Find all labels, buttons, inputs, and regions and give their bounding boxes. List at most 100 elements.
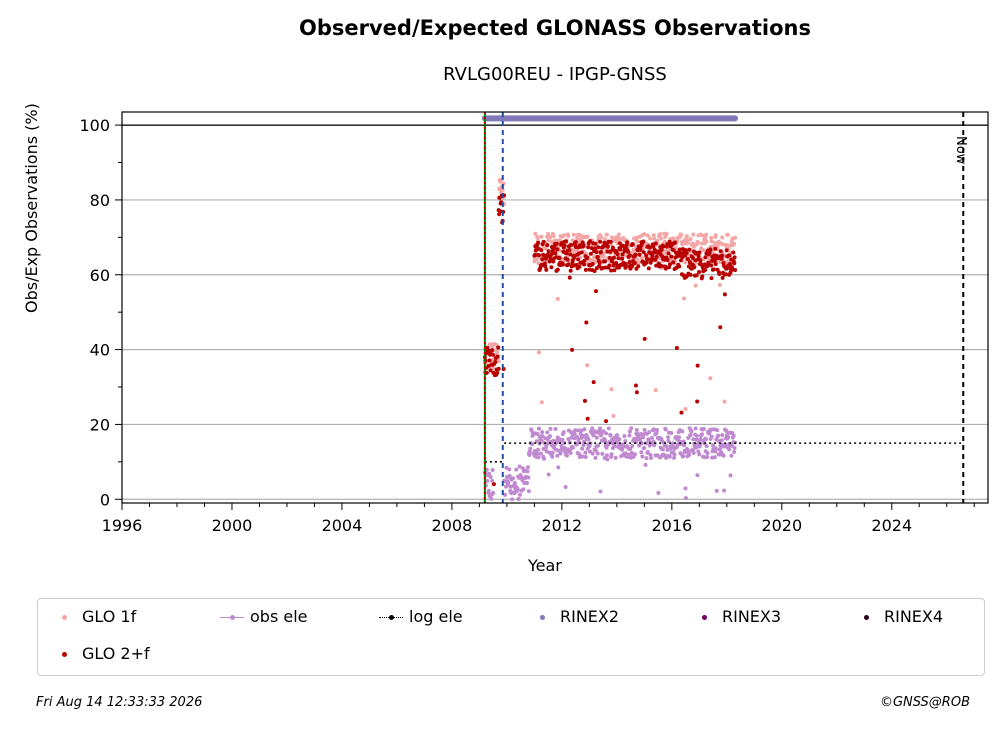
- series-glo-2-f-point: [604, 419, 609, 424]
- series-obs-ele-point: [685, 447, 690, 452]
- series-obs-ele-point: [639, 450, 644, 455]
- series-glo-2-f-point: [610, 245, 615, 250]
- series-obs-ele-point: [680, 429, 685, 434]
- series-glo-2-f-point: [593, 289, 598, 294]
- series-obs-ele-point: [687, 452, 692, 457]
- series-glo-2-f-point: [696, 253, 701, 258]
- series-glo-2-f-point: [579, 250, 584, 255]
- series-glo-2-f-point: [688, 272, 693, 277]
- series-glo-1f-point: [609, 235, 614, 240]
- series-obs-ele-point: [644, 456, 649, 461]
- series-glo-2-f-point: [695, 363, 700, 368]
- series-glo-2-f-point: [487, 358, 492, 363]
- series-obs-ele-point: [690, 447, 695, 452]
- series-glo-2-f-point: [623, 265, 628, 270]
- series-obs-ele-point: [642, 445, 647, 450]
- series-obs-ele-point: [663, 427, 668, 432]
- series-obs-ele-point: [632, 452, 637, 457]
- series-obs-ele-point: [645, 450, 650, 455]
- series-obs-ele-point: [561, 430, 566, 435]
- series-glo-2-f-point: [597, 260, 602, 265]
- series-glo-2-f-point: [641, 239, 646, 244]
- series-glo-2-f-point: [695, 399, 700, 404]
- series-glo-1f-point: [703, 236, 708, 241]
- series-glo-2-f-point: [562, 243, 567, 248]
- series-glo-1f-point: [548, 234, 553, 239]
- series-glo-2-f-point: [536, 253, 541, 258]
- series-glo-2-f-point: [609, 268, 614, 273]
- series-glo-2-f-point: [665, 257, 670, 262]
- series-glo-2-f-point: [687, 247, 692, 252]
- series-obs-ele-point: [649, 435, 654, 440]
- series-glo-2-f-point: [727, 253, 732, 258]
- series-obs-ele-point: [590, 451, 595, 456]
- series-glo-1f-point: [539, 400, 544, 405]
- series-obs-ele-point: [609, 452, 614, 457]
- series-obs-ele-point: [580, 446, 585, 451]
- series-glo-2-f-point: [659, 247, 664, 252]
- series-glo-2-f-point: [585, 416, 590, 421]
- series-glo-1f-point: [642, 232, 647, 237]
- series-obs-ele-point: [596, 443, 601, 448]
- series-obs-ele-point: [731, 433, 736, 438]
- series-glo-2-f-point: [633, 261, 638, 266]
- series-glo-2-f-point: [630, 242, 635, 247]
- series-glo-2-f-point: [717, 272, 722, 277]
- series-glo-2-f-point: [671, 260, 676, 265]
- series-obs-ele-point: [550, 454, 555, 459]
- series-glo-2-f-point: [596, 245, 601, 250]
- series-obs-ele-point: [642, 427, 647, 432]
- series-obs-ele-point: [728, 473, 733, 478]
- x-tick-label: 2008: [432, 516, 473, 535]
- series-obs-ele-point: [582, 427, 587, 432]
- series-obs-ele-point: [516, 496, 521, 501]
- series-glo-2-f-point: [587, 239, 592, 244]
- series-glo-2-f-point: [683, 248, 688, 253]
- series-obs-ele-point: [536, 447, 541, 452]
- series-obs-ele-point: [649, 455, 654, 460]
- series-glo-1f-point: [648, 236, 653, 241]
- series-glo-2-f-point: [595, 254, 600, 259]
- series-obs-ele-point: [488, 475, 493, 480]
- series-glo-2-f-point: [544, 267, 549, 272]
- series-glo-2-f-point: [549, 265, 554, 270]
- y-tick-label: 100: [79, 116, 110, 135]
- series-obs-ele-point: [536, 455, 541, 460]
- series-obs-ele-point: [704, 437, 709, 442]
- series-obs-ele-point: [651, 427, 656, 432]
- series-glo-2-f-point: [718, 325, 723, 330]
- series-glo-2-f-point: [568, 268, 573, 273]
- series-obs-ele-point: [534, 439, 539, 444]
- series-obs-ele-point: [598, 426, 603, 431]
- series-glo-1f-point: [562, 233, 567, 238]
- series-glo-2-f-point: [700, 274, 705, 279]
- series-glo-2-f-point: [616, 265, 621, 270]
- series-obs-ele-point: [600, 451, 605, 456]
- series-glo-1f-point: [728, 243, 733, 248]
- series-glo-1f-point: [708, 376, 713, 381]
- series-glo-2-f-point: [708, 247, 713, 252]
- series-glo-2-f-point: [663, 266, 668, 271]
- series-glo-2-f-point: [582, 398, 587, 403]
- series-glo-2-f-point: [679, 258, 684, 263]
- series-glo-2-f-point: [584, 320, 589, 325]
- series-obs-ele-point: [709, 434, 714, 439]
- series-glo-2-f-point: [564, 239, 569, 244]
- series-glo-2-f-point: [582, 262, 587, 267]
- series-glo-1f-point: [609, 387, 614, 392]
- series-glo-2-f-point: [591, 380, 596, 385]
- series-obs-ele-point: [521, 487, 526, 492]
- series-obs-ele-point: [647, 430, 652, 435]
- series-obs-ele-point: [507, 467, 512, 472]
- series-glo-2-f-point: [496, 366, 501, 371]
- series-glo-2-f-point: [588, 251, 593, 256]
- series-obs-ele-point: [548, 434, 553, 439]
- series-obs-ele-point: [701, 426, 706, 431]
- series-obs-ele-point: [656, 490, 661, 495]
- series-glo-2-f-point: [720, 253, 725, 258]
- series-glo-2-f-point: [720, 275, 725, 280]
- footer-timestamp: Fri Aug 14 12:33:33 2026: [36, 695, 203, 710]
- series-glo-2-f-point: [611, 255, 616, 260]
- series-glo-2-f-point: [593, 241, 598, 246]
- series-obs-ele-point: [503, 492, 508, 497]
